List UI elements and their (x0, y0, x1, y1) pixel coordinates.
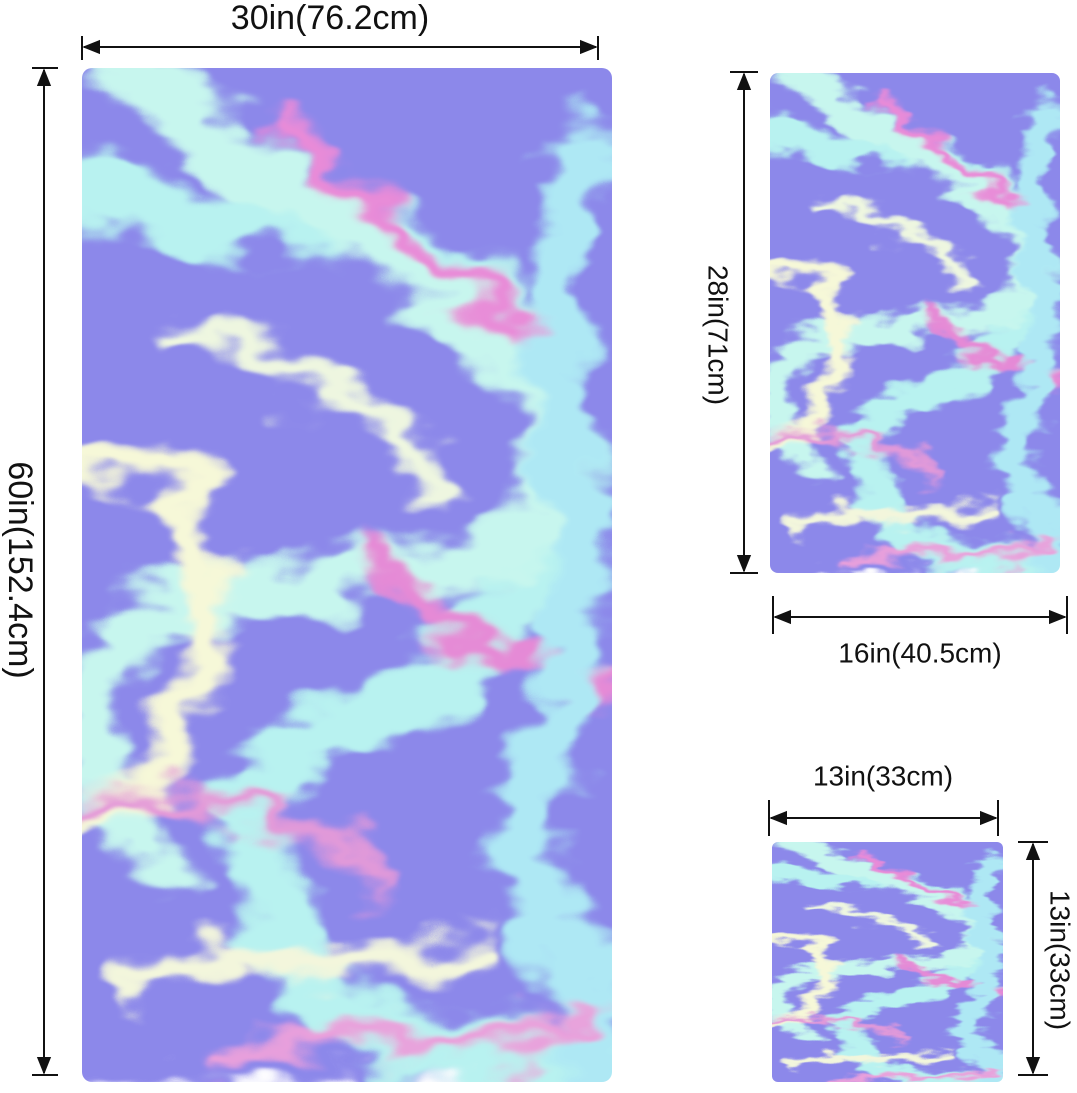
wash-towel (751, 831, 1026, 1089)
bath-width-label: 30in(76.2cm) (231, 0, 429, 37)
hand-towel (743, 50, 1077, 581)
hand-height-label: 28in(71cm) (703, 265, 734, 405)
wash-height-label: 13in(33cm) (1045, 890, 1076, 1030)
bath-towel (33, 20, 660, 1088)
wash-width-label: 13in(33cm) (813, 760, 953, 791)
hand-width-label: 16in(40.5cm) (838, 637, 1001, 668)
dimension-lines (32, 36, 1068, 1076)
bath-height-label: 60in(152.4cm) (1, 461, 39, 678)
